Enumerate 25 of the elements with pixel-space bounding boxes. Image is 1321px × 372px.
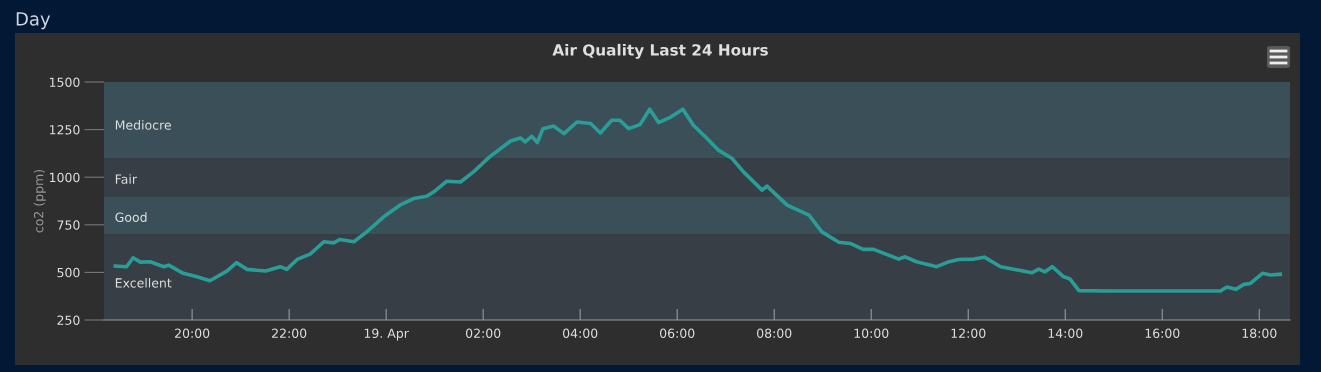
x-tick-label: 08:00	[757, 328, 792, 339]
x-tick-label: 18:00	[1242, 328, 1277, 339]
band-label: Excellent	[115, 277, 172, 288]
y-tick-label: 1250	[49, 125, 80, 135]
x-tick-label: 19. Apr	[364, 328, 409, 341]
y-axis-title: co2 (ppm)	[33, 169, 46, 233]
x-tick-label: 12:00	[951, 328, 986, 339]
x-tick-label: 22:00	[272, 328, 307, 339]
y-tick-label: 1000	[49, 172, 80, 183]
x-tick-label: 16:00	[1145, 328, 1180, 339]
y-tick-label: 750	[57, 220, 80, 230]
x-tick-label: 04:00	[562, 328, 598, 339]
y-tick-label: 250	[57, 315, 80, 325]
band-label: Good	[115, 212, 147, 222]
x-tick-label: 20:00	[175, 328, 210, 339]
x-tick-label: 06:00	[660, 328, 695, 339]
y-tick-label: 500	[57, 267, 80, 278]
band-label: Mediocre	[115, 120, 171, 130]
band-label: Fair	[115, 174, 137, 184]
x-tick-label: 10:00	[854, 328, 889, 339]
text: Day	[16, 12, 51, 30]
x-tick-label: 14:00	[1048, 328, 1083, 339]
x-tick-label: 02:00	[465, 328, 501, 339]
chart-title: Air Quality Last 24 Hours	[552, 43, 768, 59]
y-tick-label: 1500	[49, 77, 80, 87]
